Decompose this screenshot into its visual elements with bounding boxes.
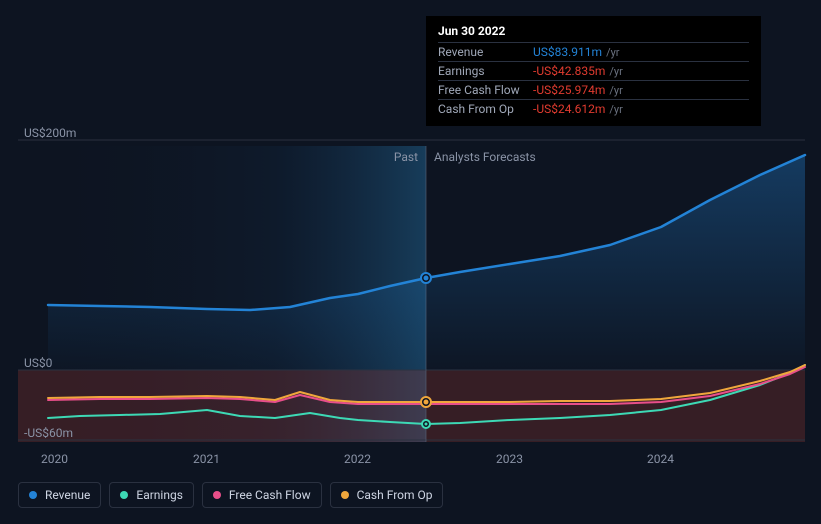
legend-label: Free Cash Flow	[229, 488, 311, 502]
tooltip-date: Jun 30 2022	[438, 24, 749, 42]
x-axis-label: 2021	[193, 452, 220, 466]
tooltip-row-earnings: Earnings-US$42.835m/yr	[438, 61, 749, 80]
legend-label: Cash From Op	[357, 488, 433, 502]
financials-chart: US$200m US$0 -US$60m Past Analysts Forecas…	[0, 0, 821, 524]
forecast-region-label: Analysts Forecasts	[434, 150, 536, 164]
tooltip-row-value: -US$42.835m	[533, 64, 605, 78]
tooltip-row-label: Cash From Op	[438, 102, 533, 116]
tooltip-row-fcf: Free Cash Flow-US$25.974m/yr	[438, 80, 749, 99]
tooltip-row-unit: /yr	[606, 46, 619, 59]
legend-label: Earnings	[136, 488, 183, 502]
chart-tooltip: Jun 30 2022 RevenueUS$83.911m/yrEarnings…	[426, 16, 761, 126]
legend-dot-icon	[29, 491, 37, 499]
legend-item-revenue[interactable]: Revenue	[18, 482, 101, 508]
y-axis-label: US$0	[24, 356, 52, 370]
tooltip-row-value: US$83.911m	[533, 45, 602, 59]
past-region-label: Past	[394, 150, 418, 164]
tooltip-row-revenue: RevenueUS$83.911m/yr	[438, 42, 749, 61]
legend-item-earnings[interactable]: Earnings	[109, 482, 194, 508]
tooltip-row-value: -US$25.974m	[533, 83, 605, 97]
y-axis-label: US$200m	[24, 126, 76, 140]
x-axis-label: 2022	[344, 452, 371, 466]
chart-legend: Revenue Earnings Free Cash Flow Cash From O…	[18, 482, 443, 508]
legend-dot-icon	[213, 491, 221, 499]
tooltip-row-cfo: Cash From Op-US$24.612m/yr	[438, 99, 749, 118]
tooltip-row-label: Free Cash Flow	[438, 83, 533, 97]
tooltip-row-value: -US$24.612m	[533, 102, 605, 116]
legend-dot-icon	[341, 491, 349, 499]
tooltip-row-label: Earnings	[438, 64, 533, 78]
legend-label: Revenue	[45, 488, 90, 502]
legend-dot-icon	[120, 491, 128, 499]
tooltip-row-unit: /yr	[609, 84, 622, 97]
tooltip-row-unit: /yr	[609, 103, 622, 116]
y-axis-label: -US$60m	[24, 426, 73, 440]
x-axis-label: 2020	[41, 452, 68, 466]
x-axis-label: 2023	[496, 452, 523, 466]
tooltip-row-unit: /yr	[609, 65, 622, 78]
tooltip-row-label: Revenue	[438, 45, 533, 59]
legend-item-fcf[interactable]: Free Cash Flow	[202, 482, 322, 508]
x-axis-label: 2024	[647, 452, 674, 466]
legend-item-cfo[interactable]: Cash From Op	[330, 482, 444, 508]
